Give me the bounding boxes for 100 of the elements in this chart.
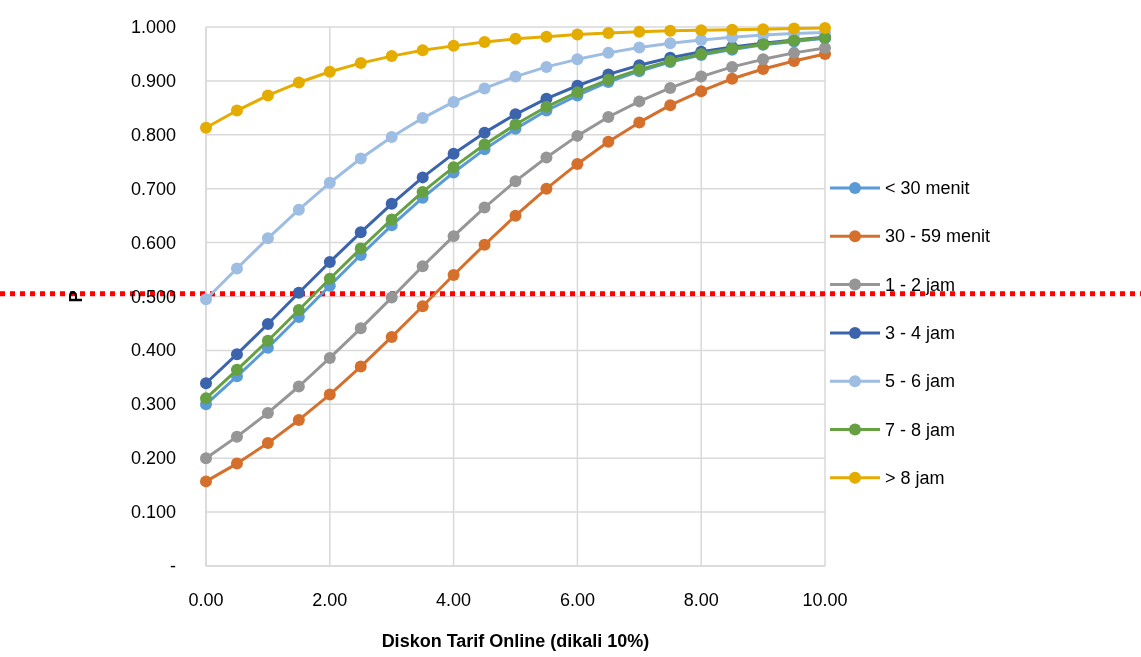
point [230,348,243,361]
point [540,30,553,43]
y-tick-label: 0.900 [130,70,176,91]
x-tick-label: 0.00 [188,590,224,610]
point [292,76,305,89]
x-tick-label: 10.00 [802,590,848,610]
point [602,135,615,148]
point [633,41,646,54]
point [385,50,398,63]
point [323,388,336,401]
point [571,157,584,170]
point [478,36,491,49]
point [385,291,398,304]
point [478,126,491,139]
point [323,272,336,285]
point [447,268,460,281]
legend-label: < 30 menit [885,178,970,198]
point [540,100,553,113]
y-axis-title: P [66,290,86,303]
point [261,437,274,450]
y-tick-label: 0.500 [130,286,176,307]
point [323,176,336,189]
y-tick-label: 0.100 [130,502,176,523]
point [819,22,831,35]
point [385,213,398,226]
point [509,175,522,188]
x-tick-label: 2.00 [312,590,348,610]
x-tick-label: 8.00 [683,590,719,610]
legend-label: 1 - 2 jam [885,274,956,295]
point [416,260,429,273]
point [478,82,491,95]
point [261,406,274,419]
point [292,380,305,393]
point [200,392,212,405]
point [354,226,367,239]
point [416,171,429,184]
point [695,85,708,98]
point [385,130,398,143]
point [200,452,212,465]
point [695,70,708,83]
point [664,37,677,50]
point [447,95,460,108]
y-tick-label: 0.300 [130,394,176,415]
point [540,182,553,195]
legend-label: 3 - 4 jam [885,322,956,343]
point [261,317,274,330]
point [478,138,491,151]
point [385,197,398,210]
point [478,238,491,251]
y-tick-label: 1.000 [130,17,176,37]
point [757,63,770,76]
y-tick-label: 0.200 [130,448,176,469]
point [261,334,274,347]
point [726,23,739,36]
point [354,322,367,335]
point [292,203,305,216]
point [416,185,429,198]
point [509,209,522,222]
point [200,293,212,306]
point [571,28,584,41]
point [726,72,739,85]
legend-label: > 8 jam [885,467,945,488]
point [633,25,646,38]
point [230,457,243,470]
point [323,256,336,268]
point [509,70,522,83]
point [292,303,305,316]
point [447,230,460,243]
point [261,89,274,102]
point [447,161,460,174]
y-tick-label: 0.600 [130,232,176,253]
point [323,351,336,364]
point [416,44,429,57]
point [509,118,522,131]
point [230,104,243,117]
point [664,81,677,94]
point [757,23,770,36]
point [571,53,584,66]
point [788,22,801,35]
point [540,151,553,164]
point [726,60,739,73]
point [354,57,367,70]
y-tick-label: 0.400 [130,340,176,361]
legend-label: 5 - 6 jam [885,371,956,392]
point [602,26,615,39]
point [757,53,770,66]
point [633,95,646,108]
point [788,46,801,59]
point [354,152,367,165]
point [819,42,831,55]
point [200,475,212,488]
point [602,111,615,124]
y-tick-label: - [170,556,176,576]
point [200,121,212,134]
y-tick-label: 0.800 [130,124,176,145]
point [602,46,615,59]
point [354,242,367,255]
point [385,330,398,343]
x-tick-label: 6.00 [559,590,595,610]
point [695,24,708,37]
